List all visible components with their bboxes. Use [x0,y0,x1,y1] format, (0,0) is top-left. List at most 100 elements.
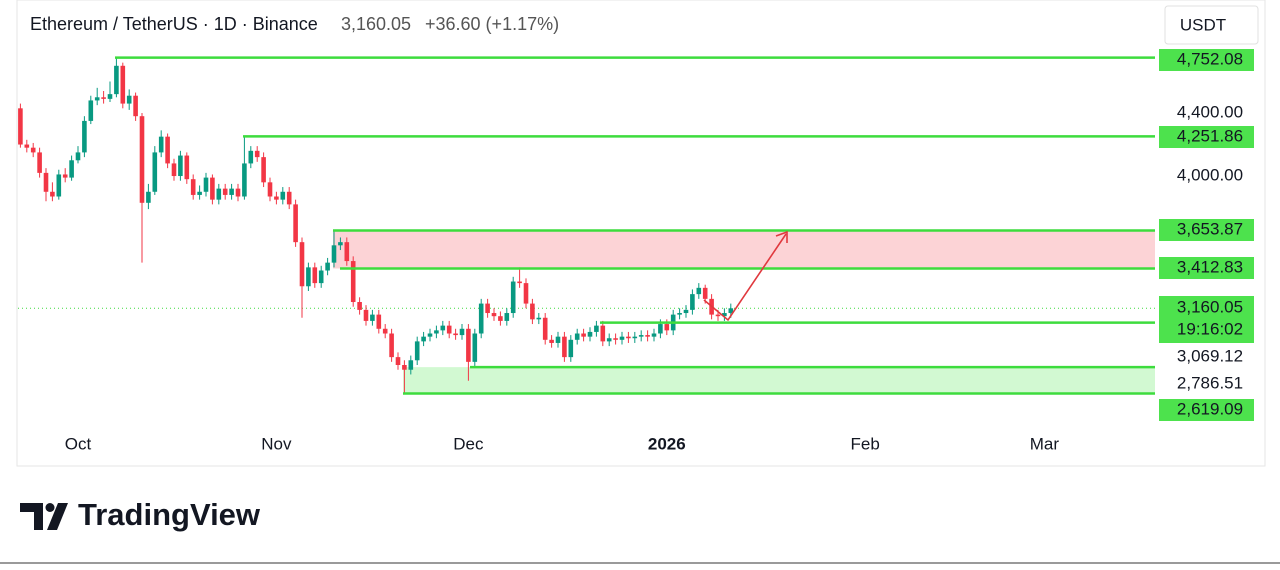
candle-body [421,336,426,342]
candle-body [338,242,343,246]
forecast-arrow [703,233,787,322]
candle-body [472,333,478,362]
x-tick-label: Feb [851,434,880,453]
candle-body [126,95,132,104]
tv-logo [20,503,68,530]
candle-body [222,188,228,195]
candle-body [478,303,484,334]
candle-body [24,144,30,148]
candle-body [446,325,452,334]
candle-body [18,108,23,145]
price-label: 3,160.05 [1177,297,1243,316]
level-label-box [1159,219,1254,241]
candle-body [242,163,247,197]
currency-box[interactable] [1164,5,1259,45]
candle-body [402,365,407,370]
candle-body [722,313,727,317]
candle-body [165,136,170,164]
candle-body [197,191,202,195]
candle-body [139,116,145,203]
candle-body [613,338,618,340]
level-label: 3,069.12 [1177,346,1243,365]
candle-body [638,335,644,337]
candle-body [683,309,689,314]
candle-body [523,283,529,304]
candle-body [286,191,292,205]
y-tick-label: 4,000.00 [1177,166,1243,185]
candle-body [88,100,94,121]
candle-body [549,339,554,343]
candle-body [94,97,100,101]
candle-body [626,336,631,339]
candle-body [50,191,55,197]
candle-body [30,147,36,153]
candle-body [293,204,298,243]
header-change: +36.60 (+1.17%) [425,14,559,34]
candle-body [280,191,286,200]
candle-body [702,287,708,299]
candle-body [434,330,439,334]
panel [16,0,1266,467]
candle-body [606,338,612,342]
level-label: 2,619.09 [1177,399,1243,418]
candle-body [376,314,382,329]
candle-body [600,325,606,342]
x-tick-label: Dec [453,434,484,453]
level-label: 3,412.83 [1177,257,1243,276]
candle-body [677,313,682,315]
candle-body [37,152,42,173]
candle-body [82,120,87,153]
candle-body [542,317,548,340]
candle-body [229,188,234,195]
candle-body [114,65,119,95]
candle-body [440,325,446,331]
candle-body [171,163,177,177]
price-box [1159,296,1254,343]
candle-body [184,155,190,180]
level-label: 2,786.51 [1177,373,1243,392]
level-label-box [1159,126,1254,148]
candle-body [363,309,369,321]
level-label: 4,752.08 [1177,49,1243,68]
candle-body [75,152,81,161]
candle-body [274,196,279,200]
candle-body [427,333,433,337]
candle-body [414,341,420,361]
level-label-box [1159,399,1254,421]
level-label-box [1159,49,1254,71]
candle-body [389,333,394,358]
candle-body [581,333,586,337]
candle-body [325,262,330,271]
level-label: 4,251.86 [1177,126,1243,145]
candle-body [485,303,490,314]
candle-body [715,314,721,317]
candle-body [510,281,516,314]
x-tick-label: Mar [1030,434,1060,453]
candle-body [574,333,580,340]
candle-body [728,308,734,314]
candle-body [491,313,497,317]
candle-body [267,182,273,197]
candle-body [619,336,625,340]
candle-body [306,267,311,287]
candle-body [254,150,260,158]
symbol-title: Ethereum / TetherUS · 1D · Binance [30,14,318,34]
candle-body [382,328,388,334]
candle-body [562,336,567,358]
candle-body [210,177,215,200]
candle-body [107,94,113,99]
candle-body [587,331,593,337]
candle-body [651,333,657,337]
candle-body [235,188,241,197]
currency[interactable]: USDT [1180,15,1226,34]
candle-body [62,174,68,178]
level-label-box [1159,257,1254,279]
candle-body [331,245,337,263]
header-price: 3,160.05 [341,14,411,34]
x-tick-label: Oct [65,434,92,453]
candle-body [101,97,106,99]
candle-body [56,174,62,197]
level-label: 3,653.87 [1177,219,1243,238]
candle-body [517,281,522,284]
